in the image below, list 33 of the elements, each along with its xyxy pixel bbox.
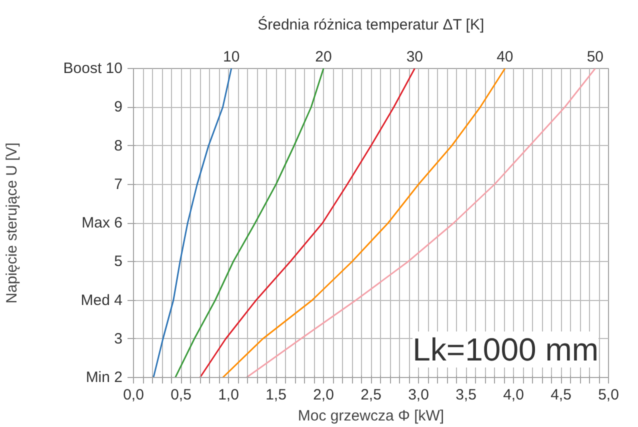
series-label: 50 xyxy=(586,48,604,66)
series-label: 20 xyxy=(315,48,332,66)
y-tick-label: Boost 10 xyxy=(63,60,123,77)
y-tick-label: 3 xyxy=(114,330,122,348)
y-tick-label: Max 6 xyxy=(82,214,123,232)
x-tick-label: 2,0 xyxy=(313,386,334,404)
line-series xyxy=(152,68,232,378)
x-tick-label: 3,0 xyxy=(408,386,429,404)
series-label: 30 xyxy=(406,48,424,66)
series-label: 10 xyxy=(223,48,240,66)
x-tick-label: 0,0 xyxy=(123,386,144,404)
y-tick-label: 8 xyxy=(114,137,122,154)
legend-title: Średnia różnica temperatur ΔT [K] xyxy=(258,16,484,34)
x-tick-label: 4,5 xyxy=(550,386,572,404)
y-tick-label: Min 2 xyxy=(86,369,123,386)
y-tick-label: 5 xyxy=(114,253,122,270)
y-tick-label: 7 xyxy=(114,176,122,193)
x-tick-label: 1,0 xyxy=(218,386,239,404)
x-tick-label: 4,0 xyxy=(503,386,524,404)
x-tick-label: 0,5 xyxy=(170,386,192,404)
series-label: 40 xyxy=(496,48,514,66)
x-tick-label: 3,5 xyxy=(456,386,476,404)
y-tick-label: 9 xyxy=(114,98,122,116)
line-series xyxy=(199,68,416,378)
x-tick-label: 2,5 xyxy=(360,386,382,404)
x-axis-title: Moc grzewcza Φ [kW] xyxy=(298,408,444,424)
annotation: Lk=1000 mm xyxy=(412,332,598,368)
y-axis-title: Napięcie sterujące U [V] xyxy=(3,142,20,304)
y-tick-label: Med 4 xyxy=(80,292,123,309)
x-tick-label: 1,5 xyxy=(266,386,286,404)
line-series xyxy=(174,68,324,378)
line-series xyxy=(246,68,596,378)
x-tick-label: 5,0 xyxy=(598,386,619,404)
